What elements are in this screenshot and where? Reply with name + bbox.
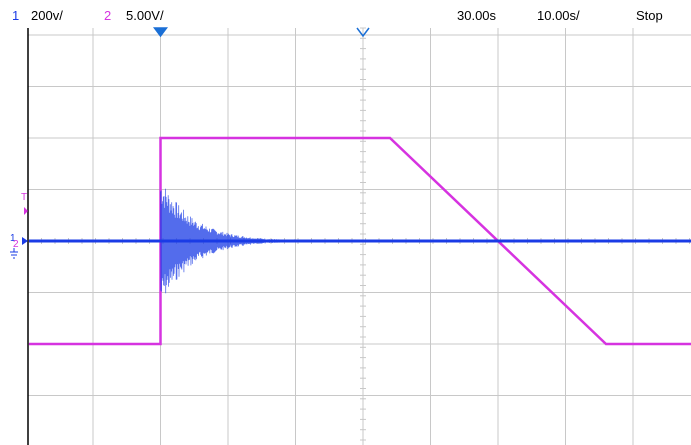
status-bar: 1 200v/ 2 5.00V/ 30.00s 10.00s/ Stop (0, 0, 691, 28)
delay-reference-marker[interactable] (356, 27, 370, 38)
ch1-scale[interactable]: 200v/ (31, 8, 63, 23)
channel-2-trace (29, 136, 691, 346)
ground-arrow-icon (22, 237, 28, 245)
trigger-level-marker[interactable]: T (21, 192, 28, 215)
trigger-position-marker[interactable] (153, 27, 168, 38)
run-state[interactable]: Stop (636, 8, 663, 23)
ch1-ground-label: 1 (10, 233, 16, 244)
trigger-level-label: T (21, 192, 27, 203)
graticule (27, 27, 691, 445)
ch2-ground-label: 2 (13, 239, 19, 250)
ch2-number[interactable]: 2 (104, 8, 112, 23)
trigger-delay[interactable]: 30.00s (457, 8, 497, 23)
ch1-number[interactable]: 1 (12, 8, 20, 23)
ground-symbol-icon (10, 248, 18, 259)
timebase[interactable]: 10.00s/ (537, 8, 580, 23)
ground-markers[interactable]: 1 2 (10, 233, 28, 259)
ch2-scale[interactable]: 5.00V/ (126, 8, 164, 23)
